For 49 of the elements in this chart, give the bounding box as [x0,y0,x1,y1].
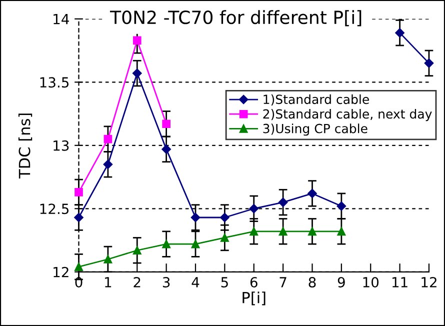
x-tick-label: 12 [422,276,436,288]
point [250,227,258,236]
chart-title: T0N2 -TC70 for different P[i] [110,10,362,26]
point [74,212,84,222]
x-tick-label: 5 [221,277,228,288]
x-tick-label: 6 [250,276,258,288]
point [424,58,434,68]
y-tick-label: 14 [54,14,69,24]
point [132,36,142,45]
point [132,68,142,78]
point [74,262,83,271]
point [132,246,142,255]
x-tick-label: 9 [338,276,345,288]
x-tick-label: 1 [105,277,112,288]
point [308,188,317,198]
point [337,227,346,236]
y-axis-title: TDC [ns] [18,114,32,179]
x-tick-label: 7 [280,277,286,288]
point [162,120,170,128]
point [74,188,83,196]
point [162,144,171,154]
x-tick-label: 10 [363,276,379,288]
x-tick-label: 4 [192,277,200,288]
point [220,234,229,242]
y-tick-label: 12 [54,266,68,278]
y-tick-label: 12.5 [40,204,69,214]
x-tick-label: 8 [308,276,316,288]
point [278,227,288,236]
legend-label: 1)Standard cable [264,94,369,106]
point [190,212,200,222]
x-tick-label: 2 [134,276,140,288]
x-tick-label: 3 [162,276,170,288]
point [104,255,112,264]
legend-label: 3)Using CP cable [263,124,368,136]
legend-label: 2)Standard cable, next day [263,108,432,122]
point [278,198,288,207]
x-tick-label: 11 [392,277,408,288]
point [249,204,258,214]
point [336,201,346,211]
point [220,212,230,222]
point [191,240,200,248]
y-tick-label: 13.5 [40,77,69,88]
point [395,28,404,38]
point [103,160,113,169]
x-axis-title: P[i] [242,292,266,306]
point [104,134,112,144]
point [308,227,316,236]
y-tick-label: 13 [54,140,69,151]
point [162,240,170,248]
